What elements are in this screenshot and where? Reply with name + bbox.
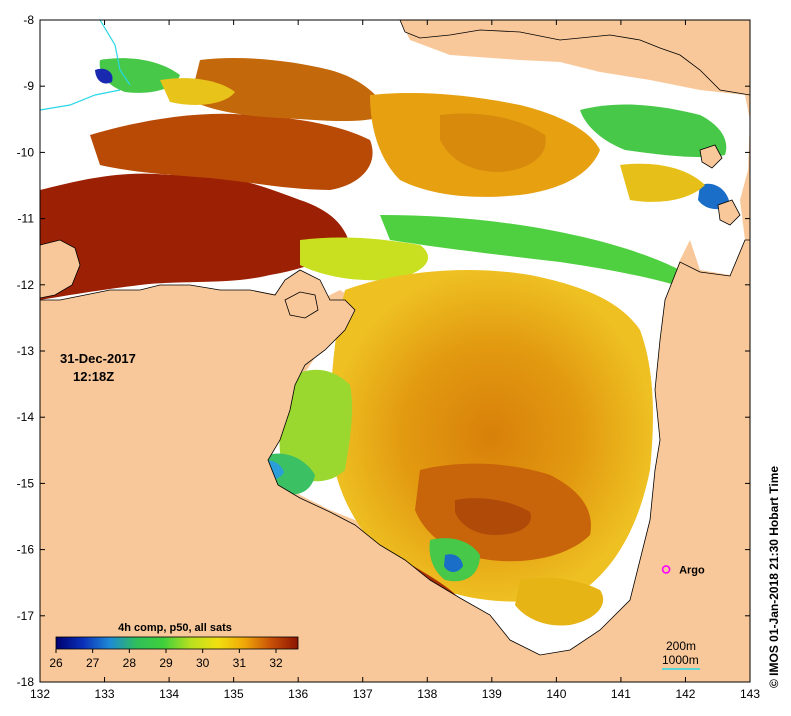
- x-tick-label: 137: [353, 687, 373, 701]
- x-tick-label: 132: [30, 687, 50, 701]
- x-tick-label: 133: [95, 687, 115, 701]
- colorbar-tick-label: 32: [269, 656, 283, 670]
- colorbar-legend: 4h comp, p50, all sats 26 27 28 29 30 31 32: [49, 622, 299, 670]
- date-label: 31-Dec-2017: [60, 351, 136, 366]
- y-tick-label: -13: [17, 344, 35, 358]
- y-tick-label: -10: [17, 145, 35, 159]
- y-tick-label: -18: [17, 675, 35, 689]
- coastline-land: [40, 20, 750, 682]
- argo-marker[interactable]: Argo: [661, 564, 705, 576]
- x-tick-label: 138: [417, 687, 437, 701]
- x-tick-label: 142: [675, 687, 695, 701]
- x-axis-ticks: 132 133 134 135 136 137 138 139 140 141 142 143: [30, 20, 760, 701]
- x-tick-label: 136: [288, 687, 308, 701]
- legend-title: 4h comp, p50, all sats: [118, 622, 232, 634]
- credit-text: © IMOS 01-Jan-2018 21:30 Hobart Time: [767, 466, 781, 688]
- scale-label-1000m: 1000m: [662, 653, 699, 667]
- x-tick-label: 139: [482, 687, 502, 701]
- colorbar-tick-label: 31: [233, 656, 247, 670]
- map-plot-area: [40, 20, 750, 682]
- argo-float-icon[interactable]: [661, 565, 671, 574]
- colorbar: [55, 636, 299, 650]
- y-tick-label: -12: [17, 278, 35, 292]
- colorbar-tick-label: 30: [196, 656, 210, 670]
- time-label: 12:18Z: [73, 369, 114, 384]
- y-tick-label: -16: [17, 543, 35, 557]
- x-tick-label: 134: [159, 687, 179, 701]
- y-tick-label: -17: [17, 609, 35, 623]
- argo-label: Argo: [679, 564, 705, 576]
- colorbar-tick-label: 29: [159, 656, 173, 670]
- y-tick-label: -9: [23, 79, 34, 93]
- x-tick-label: 140: [546, 687, 566, 701]
- x-tick-label: 141: [611, 687, 631, 701]
- y-tick-label: -15: [17, 476, 35, 490]
- colorbar-tick-label: 28: [123, 656, 137, 670]
- y-axis-ticks: -8 -9 -10 -11 -12 -13 -14 -15 -16 -17 -18: [17, 13, 750, 689]
- y-tick-label: -14: [17, 410, 35, 424]
- y-tick-label: -8: [23, 13, 34, 27]
- colorbar-ticks: 26 27 28 29 30 31 32: [49, 649, 283, 670]
- y-tick-label: -11: [18, 212, 35, 226]
- colorbar-tick-label: 26: [49, 656, 63, 670]
- colorbar-tick-label: 27: [86, 656, 100, 670]
- sst-data-layer: [40, 58, 730, 626]
- x-tick-label: 135: [224, 687, 244, 701]
- x-tick-label: 143: [740, 687, 760, 701]
- scale-label-200m: 200m: [666, 639, 696, 653]
